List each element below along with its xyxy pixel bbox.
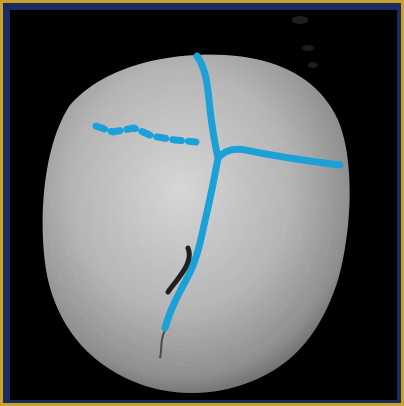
image-viewport[interactable] <box>10 10 397 400</box>
anterior-fontanelle-defect <box>165 245 192 295</box>
skull-shape <box>42 54 350 394</box>
lower-crack <box>159 329 166 359</box>
metopic-suture-line <box>161 154 222 332</box>
render-rings <box>49 84 331 366</box>
background-artifact <box>292 16 318 68</box>
skull-render <box>42 16 350 394</box>
right-coronal-suture-line <box>214 145 344 169</box>
left-coronal-suture-dotted <box>92 122 200 146</box>
sagittal-suture-line <box>193 52 222 162</box>
